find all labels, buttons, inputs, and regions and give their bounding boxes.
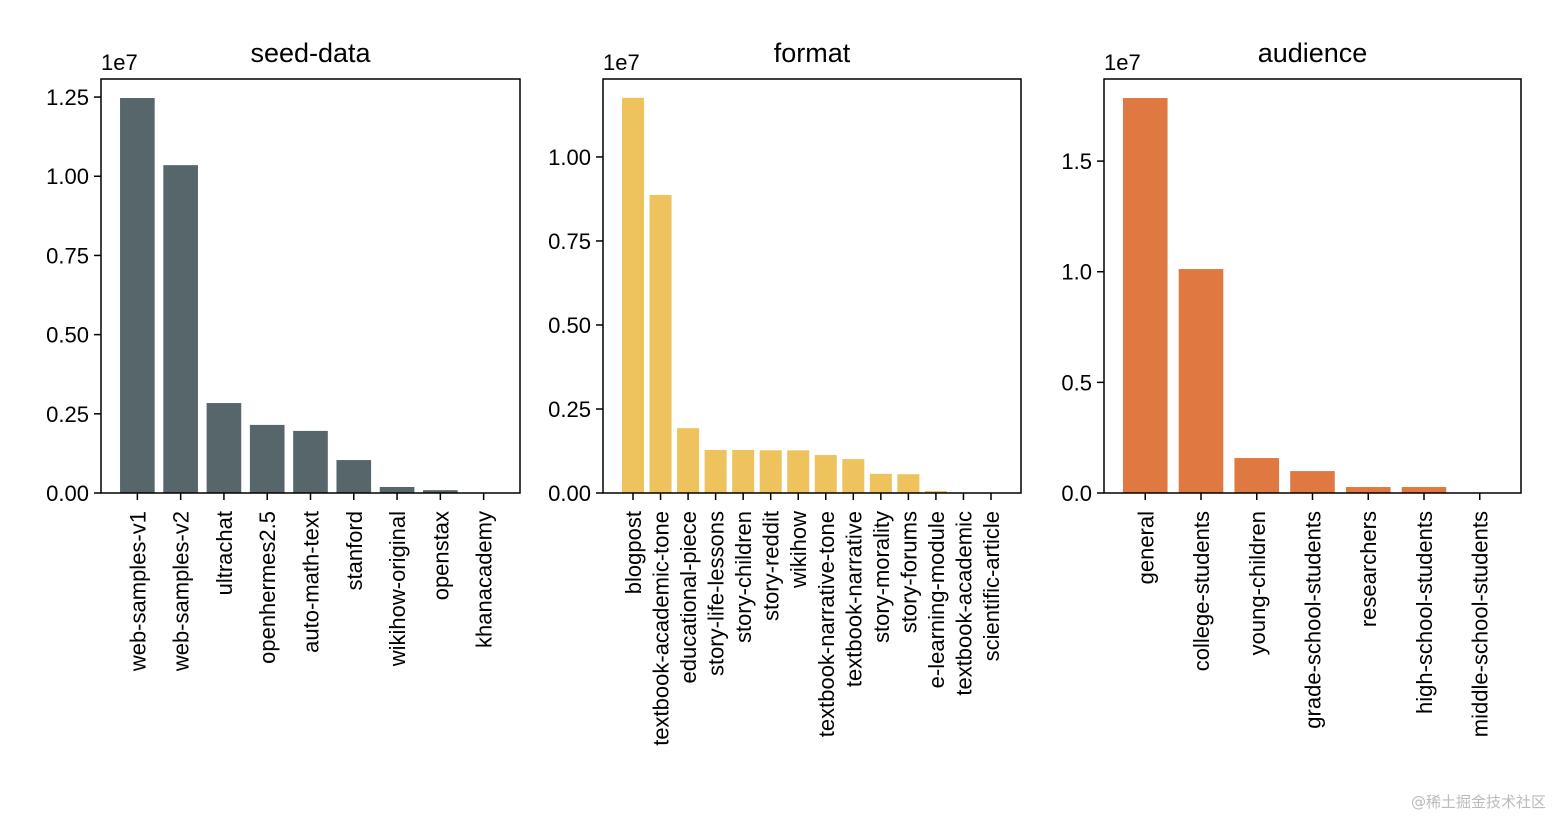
x-tick-label: textbook-narrative-tone — [814, 511, 839, 737]
x-tick-label: openhermes2.5 — [255, 511, 280, 664]
x-tick-label: young-children — [1245, 511, 1270, 655]
x-tick-label: story-forums — [896, 511, 921, 633]
x-tick-label: textbook-narrative — [841, 511, 866, 687]
x-tick-label: college-students — [1189, 511, 1214, 671]
bar-stanford — [336, 460, 372, 493]
axes-frame — [1103, 78, 1522, 494]
x-tick-label: researchers — [1356, 511, 1381, 627]
x-tick-label: auto-math-text — [299, 511, 324, 653]
x-tick-label: e-learning-module — [924, 511, 949, 688]
y-offset-label: 1e7 — [603, 50, 640, 75]
x-tick-label: story-morality — [869, 511, 894, 643]
x-tick-label: wikihow — [786, 511, 811, 589]
y-tick-label: 0.75 — [548, 229, 591, 254]
bar-textbook-academic-tone — [649, 194, 672, 493]
bar-openhermes2.5 — [249, 424, 285, 493]
bar-grade-school-students — [1290, 471, 1335, 493]
bar-openstax — [423, 490, 458, 493]
bar-story-children — [732, 449, 755, 493]
x-tick-label: educational-piece — [676, 511, 701, 683]
bar-textbook-narrative-tone — [814, 455, 837, 493]
x-tick-label: general — [1133, 511, 1158, 584]
x-tick-label: textbook-academic-tone — [649, 511, 674, 746]
x-tick-label: grade-school-students — [1301, 511, 1326, 729]
y-tick-label: 1.00 — [548, 145, 591, 170]
x-tick-label: openstax — [428, 511, 453, 600]
bar-wikihow — [787, 450, 810, 493]
watermark: @稀土掘金技术社区 — [1410, 793, 1546, 811]
y-tick-label: 0.00 — [46, 481, 89, 506]
x-tick-label: middle-school-students — [1468, 511, 1493, 737]
x-tick-label: textbook-academic — [951, 511, 976, 696]
x-tick-label: story-children — [731, 511, 756, 643]
bar-e-learning-module — [924, 490, 947, 493]
x-tick-label: wikihow-original — [385, 511, 410, 667]
y-tick-label: 1.5 — [1061, 149, 1092, 174]
panel-seed-data: web-samples-v1 web-samples-v2 ultrachat ope… — [46, 38, 521, 672]
bar-story-reddit — [759, 450, 782, 493]
y-offset-label: 1e7 — [1104, 50, 1141, 75]
y-tick-label: 0.00 — [548, 481, 591, 506]
x-tick-label: web-samples-v1 — [125, 511, 150, 672]
bar-wikihow-original — [379, 486, 415, 493]
y-tick-label: 0.25 — [548, 397, 591, 422]
bar-story-forums — [897, 474, 920, 493]
bar-young-children — [1234, 458, 1280, 493]
axes-frame — [602, 78, 1022, 494]
chart-title: format — [774, 38, 851, 68]
chart-title: audience — [1258, 38, 1368, 68]
bar-textbook-narrative — [842, 459, 865, 493]
x-tick-label: high-school-students — [1412, 511, 1437, 714]
x-tick-label: story-reddit — [759, 511, 784, 621]
bar-story-morality — [869, 473, 892, 493]
bar-researchers — [1345, 487, 1391, 493]
bar-college-students — [1178, 269, 1224, 493]
y-tick-label: 0.5 — [1061, 370, 1092, 395]
x-tick-label: scientific-article — [979, 511, 1004, 661]
y-tick-label: 0.50 — [548, 313, 591, 338]
panel-audience: general college-students young-children gra… — [1061, 38, 1522, 737]
y-tick-label: 1.25 — [46, 85, 89, 110]
bar-web-samples-v1 — [120, 98, 155, 493]
bar-blogpost — [622, 97, 645, 494]
x-tick-label: blogpost — [621, 511, 646, 594]
bar-general — [1122, 98, 1168, 494]
bar-high-school-students — [1401, 487, 1447, 493]
x-tick-label: ultrachat — [212, 511, 237, 595]
panel-format: blogpost textbook-academic-tone educationa… — [548, 38, 1022, 746]
x-tick-label: stanford — [342, 511, 367, 591]
chart-title: seed-data — [250, 38, 371, 68]
bar-educational-piece — [677, 428, 700, 493]
bar-auto-math-text — [293, 430, 328, 493]
axes-frame — [100, 78, 521, 494]
y-tick-label: 0.75 — [46, 243, 89, 268]
x-tick-label: web-samples-v2 — [169, 511, 194, 672]
y-tick-label: 1.00 — [46, 164, 89, 189]
x-tick-label: story-life-lessons — [704, 511, 729, 676]
bar-web-samples-v2 — [163, 165, 198, 494]
x-tick-label: khanacademy — [472, 511, 497, 648]
y-tick-label: 1.0 — [1061, 260, 1092, 285]
bar-ultrachat — [206, 403, 242, 493]
y-offset-label: 1e7 — [101, 50, 138, 75]
y-tick-label: 0.50 — [46, 323, 89, 348]
y-tick-label: 0.0 — [1061, 481, 1092, 506]
bar-story-life-lessons — [704, 449, 727, 493]
y-tick-label: 0.25 — [46, 402, 89, 427]
